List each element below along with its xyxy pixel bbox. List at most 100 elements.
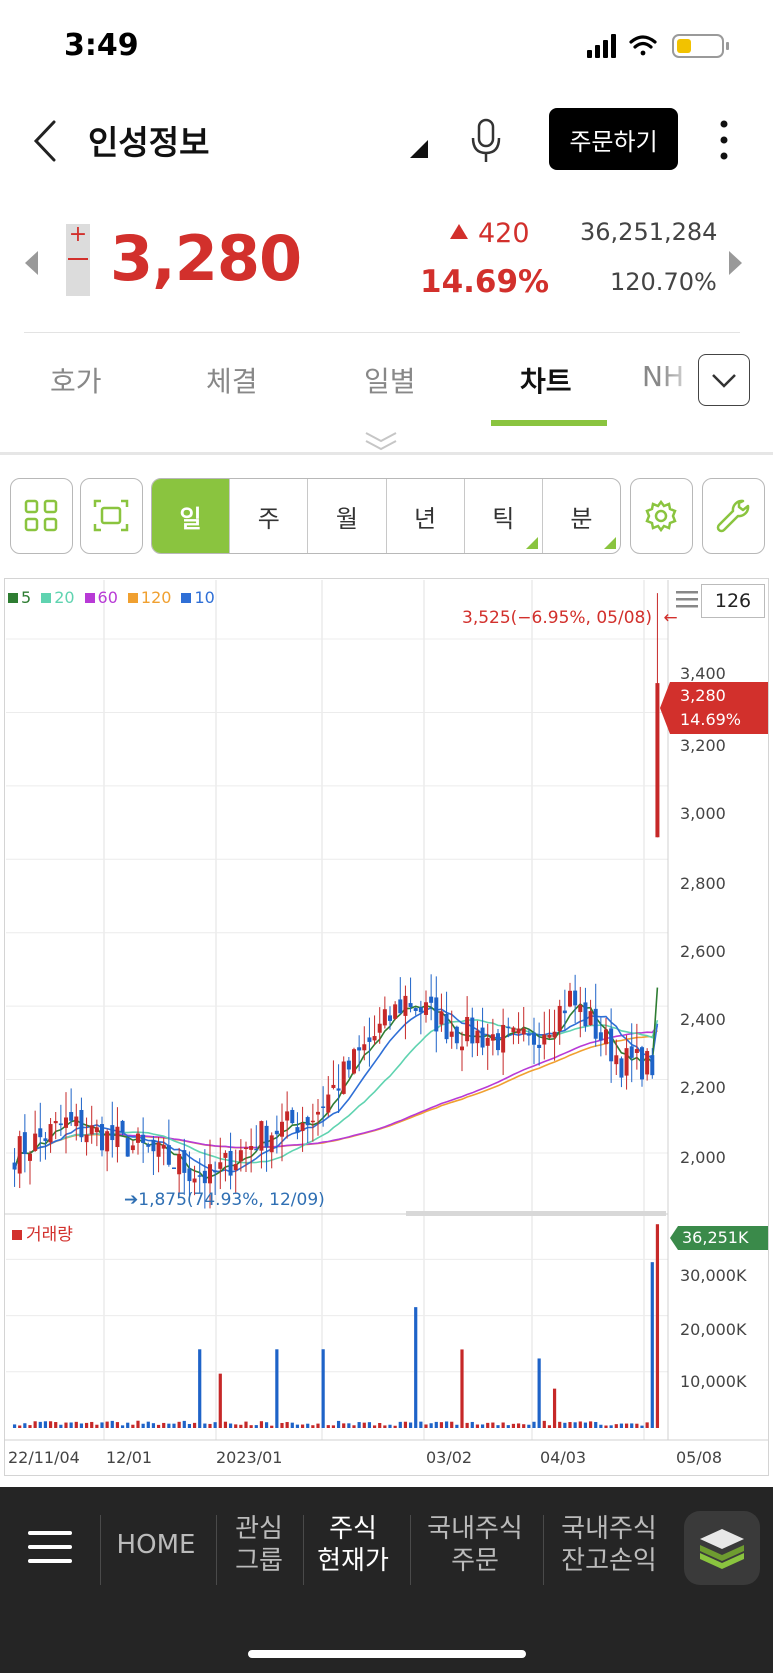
- candle-body: [125, 1138, 130, 1157]
- volume-bar: [300, 1424, 305, 1428]
- volume-bar: [146, 1421, 150, 1428]
- nav-stock-current-price[interactable]: 주식 현재가: [317, 1514, 389, 1576]
- volume-bar: [609, 1425, 613, 1428]
- nav-domestic-balance[interactable]: 국내주식 잔고손익: [561, 1514, 657, 1576]
- candle-body: [43, 1138, 48, 1141]
- volume-bar: [424, 1424, 428, 1428]
- detail-tabs: 호가 체결 일별 차트 NH: [0, 340, 773, 430]
- volume-bar: [54, 1422, 58, 1428]
- tab-trades[interactable]: 체결: [206, 365, 258, 398]
- chart-tools-button[interactable]: [702, 478, 765, 554]
- candle-body: [48, 1124, 53, 1143]
- fullscreen-button[interactable]: [80, 478, 143, 554]
- volume-bar: [624, 1423, 629, 1428]
- candle-body: [290, 1109, 295, 1124]
- candle-body: [295, 1127, 300, 1133]
- volume-bar: [239, 1424, 243, 1428]
- candle-body: [506, 1026, 511, 1029]
- candle-body: [84, 1134, 89, 1143]
- stock-name[interactable]: 인성정보: [88, 123, 210, 162]
- volume-bar: [573, 1422, 577, 1428]
- stock-chart-canvas[interactable]: [0, 0, 773, 1480]
- prev-stock-arrow-icon[interactable]: [24, 250, 40, 276]
- volume-bar: [59, 1424, 63, 1428]
- price-axis-tick: 2,800: [680, 874, 726, 893]
- price-axis-tick: 3,400: [680, 664, 726, 683]
- tabs-expand-button[interactable]: [698, 354, 750, 406]
- order-button[interactable]: 주문하기: [549, 108, 678, 170]
- volume-bar: [172, 1423, 176, 1428]
- tab-orderbook[interactable]: 호가: [50, 365, 102, 398]
- updown-sign: +: [68, 222, 88, 247]
- tab-daily[interactable]: 일별: [364, 365, 416, 398]
- candle-body: [629, 1046, 634, 1058]
- back-arrow-icon[interactable]: [26, 114, 66, 168]
- period-monthly[interactable]: 월: [308, 479, 387, 553]
- volume-bar: [408, 1422, 413, 1428]
- period-daily[interactable]: 일: [152, 479, 231, 553]
- period-minute[interactable]: 분: [543, 479, 620, 553]
- price-axis-tick: 3,000: [680, 804, 726, 823]
- candle-body: [526, 1034, 531, 1036]
- candle-body: [501, 1024, 506, 1053]
- volume-bar: [28, 1425, 32, 1428]
- period-tick[interactable]: 틱: [465, 479, 543, 553]
- pane-resize-handle: [406, 1211, 666, 1216]
- status-bar: 3:49: [0, 0, 773, 92]
- current-price-tag: 3,280 14.69%: [660, 682, 768, 734]
- collapse-chevron-icon[interactable]: [362, 430, 400, 452]
- volume-bar: [23, 1423, 27, 1428]
- tab-chart[interactable]: 차트: [520, 365, 572, 398]
- ma-legend-item: 120: [127, 588, 171, 607]
- ma-120-line: [13, 1029, 659, 1170]
- candle-body: [480, 1027, 485, 1048]
- volume-bar: [208, 1423, 212, 1428]
- candle-body: [511, 1027, 516, 1033]
- candle-body: [94, 1127, 99, 1133]
- layers-button[interactable]: [684, 1511, 760, 1585]
- zoom-count-input[interactable]: 126: [701, 584, 765, 618]
- candle-body: [573, 990, 578, 1006]
- volume-bar: [74, 1421, 78, 1428]
- volume-bar: [141, 1423, 145, 1428]
- candle-body: [58, 1123, 63, 1126]
- candle-body: [172, 1167, 176, 1170]
- volume-bar: [249, 1425, 253, 1428]
- nav-home[interactable]: HOME: [116, 1530, 196, 1560]
- candle-body: [115, 1126, 120, 1148]
- nav-watchlist-group[interactable]: 관심 그룹: [235, 1514, 283, 1576]
- up-triangle-icon: [450, 224, 468, 239]
- nav-domestic-order[interactable]: 국내주식 주문: [427, 1514, 523, 1576]
- chart-settings-button[interactable]: [630, 478, 693, 554]
- volume-bar: [367, 1422, 372, 1428]
- price-axis-tick: 2,600: [680, 942, 726, 961]
- ma-5-line: [13, 987, 659, 1180]
- candle-body: [136, 1133, 140, 1143]
- more-options-icon[interactable]: [714, 116, 734, 166]
- candle-body: [357, 1047, 362, 1051]
- candle-body: [177, 1153, 182, 1175]
- stock-chart[interactable]: [4, 578, 769, 1476]
- stock-dropdown-icon[interactable]: [408, 138, 428, 158]
- candle-body: [346, 1060, 351, 1070]
- next-stock-arrow-icon[interactable]: [727, 250, 743, 276]
- candle-body: [22, 1132, 27, 1155]
- period-weekly[interactable]: 주: [230, 479, 309, 553]
- volume-bar: [403, 1421, 408, 1428]
- volume-bar: [583, 1422, 588, 1428]
- layout-grid-button[interactable]: [10, 478, 73, 554]
- microphone-icon[interactable]: [466, 116, 506, 164]
- chart-menu-icon[interactable]: [676, 588, 698, 610]
- ma-legend-item: 5: [8, 588, 31, 607]
- volume-bar: [563, 1422, 567, 1428]
- candle-body: [362, 1044, 367, 1051]
- volume-bar: [105, 1421, 109, 1428]
- candle-body: [408, 1003, 413, 1008]
- volume-bar: [511, 1423, 516, 1428]
- period-yearly[interactable]: 년: [387, 479, 465, 553]
- hamburger-menu-icon[interactable]: [28, 1529, 72, 1565]
- volume-bar: [218, 1373, 222, 1428]
- active-tab-indicator: [491, 420, 607, 426]
- volume-bar: [331, 1425, 336, 1428]
- volume-bar: [537, 1358, 541, 1428]
